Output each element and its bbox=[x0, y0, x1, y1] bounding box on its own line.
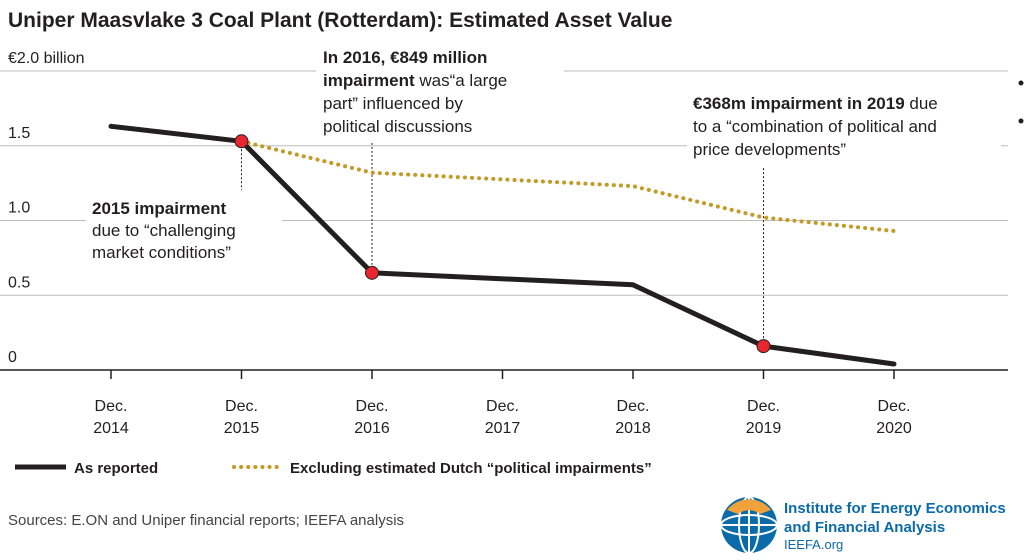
x-tick-label: Dec. bbox=[225, 398, 258, 415]
x-tick-label: Dec. bbox=[95, 398, 128, 415]
annotation-background bbox=[86, 193, 282, 267]
x-tick-label: Dec. bbox=[878, 398, 911, 415]
x-tick-label: 2018 bbox=[615, 420, 651, 437]
chart-title: Uniper Maasvlake 3 Coal Plant (Rotterdam… bbox=[8, 9, 672, 32]
y-tick-label: 0.5 bbox=[8, 274, 30, 291]
annotations: 2015 impairment due to “challenging market… bbox=[86, 42, 1001, 267]
annotation-leaders bbox=[241, 141, 764, 347]
annotation-background bbox=[687, 88, 1001, 165]
x-tick-label: Dec. bbox=[486, 398, 519, 415]
annotation-text: 2015 impairment bbox=[92, 199, 227, 218]
y-tick-label: 1.0 bbox=[8, 200, 30, 217]
source-note: Sources: E.ON and Uniper financial repor… bbox=[8, 512, 404, 529]
x-tick-label: 2015 bbox=[224, 420, 260, 437]
y-tick-label: 0 bbox=[8, 349, 17, 366]
y-tick-label: €2.0 billion bbox=[8, 50, 85, 67]
globe-icon bbox=[720, 496, 778, 554]
impairment-marker bbox=[756, 339, 771, 354]
impairment-markers bbox=[234, 134, 771, 354]
annotation-text: In 2016, €849 million bbox=[323, 48, 487, 67]
legend: As reported Excluding estimated Dutch “p… bbox=[15, 460, 652, 477]
x-tick-label: 2016 bbox=[354, 420, 390, 437]
x-tick-label: 2019 bbox=[746, 420, 782, 437]
impairment-marker bbox=[365, 265, 379, 280]
annotation-text: due to “challenging bbox=[92, 221, 236, 240]
x-tick-label: Dec. bbox=[747, 398, 780, 415]
logo-line-1: Institute for Energy Economics bbox=[784, 500, 1006, 517]
y-axis-ticks: 0 0.5 1.0 1.5 €2.0 billion bbox=[8, 50, 85, 366]
annotation-text: €368m impairment in 2019 due bbox=[693, 94, 938, 113]
x-tick-label: 2017 bbox=[485, 420, 521, 437]
logo-url: IEEFA.org bbox=[784, 537, 843, 552]
annotation-text: to a “combination of political and bbox=[693, 117, 937, 136]
legend-label-reported: As reported bbox=[74, 460, 158, 477]
annotation-background bbox=[316, 42, 564, 140]
annotation-text: impairment was“a large bbox=[323, 71, 507, 90]
annotation-text: price developments” bbox=[693, 140, 846, 159]
series-as-reported bbox=[108, 123, 897, 367]
impairment-marker bbox=[234, 134, 249, 149]
edge-bullet bbox=[1018, 80, 1024, 86]
logo-line-2: and Financial Analysis bbox=[784, 519, 945, 536]
series-lines bbox=[108, 123, 897, 367]
y-tick-label: 1.5 bbox=[8, 125, 30, 142]
x-tick-label: Dec. bbox=[356, 398, 389, 415]
annotation-text: market conditions” bbox=[92, 243, 231, 262]
annotation-text: political discussions bbox=[323, 117, 472, 136]
x-tick-label: Dec. bbox=[617, 398, 650, 415]
x-axis-ticks: Dec. 2014 Dec. 2015 Dec. 2016 Dec. 2017 Dec. 2018… bbox=[93, 370, 912, 437]
annotation-text: part” influenced by bbox=[323, 94, 463, 113]
x-tick-label: 2014 bbox=[93, 420, 129, 437]
series-excluding-political bbox=[239, 139, 896, 233]
x-tick-label: 2020 bbox=[876, 420, 912, 437]
edge-bullet bbox=[1018, 118, 1024, 124]
ieefa-logo: Institute for Energy Economics and Finan… bbox=[720, 496, 1006, 554]
legend-label-excluding: Excluding estimated Dutch “political imp… bbox=[290, 460, 652, 477]
